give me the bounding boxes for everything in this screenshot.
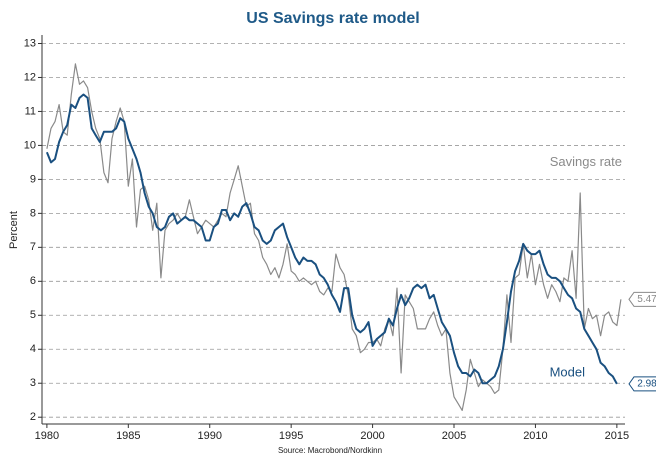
x-tick-label: 1985 (116, 430, 140, 442)
legend-label: Savings rate (550, 154, 622, 169)
end-label: 5.47 (637, 294, 656, 305)
x-tick-label: 1980 (35, 430, 59, 442)
y-tick-label: 6 (30, 275, 36, 287)
chart-title: US Savings rate model (246, 10, 419, 27)
y-tick-label: 4 (30, 343, 36, 355)
y-tick-label: 5 (30, 309, 36, 321)
end-label-box (628, 291, 656, 307)
source: Source: Macrobond/Nordkinn (278, 446, 382, 455)
y-tick-label: 12 (24, 71, 36, 83)
x-tick-label: 1990 (197, 430, 221, 442)
legend-label: Model (550, 364, 586, 379)
series-line (45, 93, 618, 385)
x-tick-label: 2015 (605, 430, 629, 442)
x-tick-label: 2000 (360, 430, 384, 442)
x-tick-label: 2010 (523, 430, 547, 442)
y-tick-label: 7 (30, 241, 36, 253)
y-tick-label: 11 (25, 105, 36, 117)
x-tick-label: 1995 (279, 430, 303, 442)
y-tick-label: 10 (24, 139, 36, 151)
y-axis-label: Percent (8, 211, 20, 249)
end-label: 2.98 (637, 379, 656, 390)
series-line (46, 63, 622, 411)
y-tick-label: 3 (30, 377, 36, 389)
y-tick-label: 8 (30, 207, 36, 219)
y-tick-label: 9 (30, 173, 36, 185)
y-tick-label: 2 (30, 411, 36, 423)
end-label-box (628, 376, 656, 392)
x-tick-label: 2005 (442, 430, 466, 442)
y-tick-label: 13 (24, 37, 36, 49)
